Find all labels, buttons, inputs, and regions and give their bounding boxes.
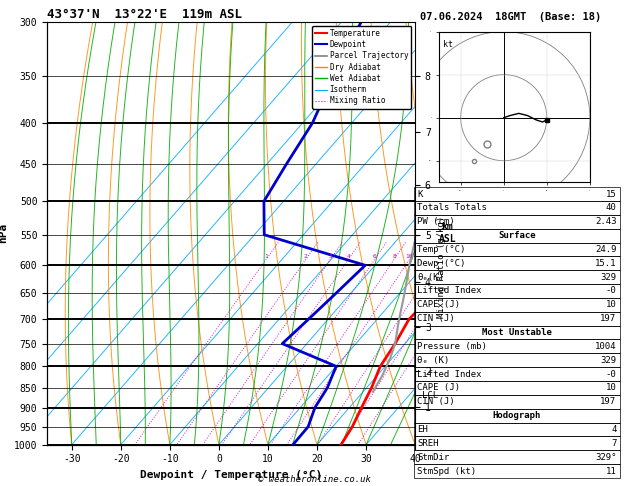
Text: 43°37'N  13°22'E  119m ASL: 43°37'N 13°22'E 119m ASL [47, 8, 242, 21]
Legend: Temperature, Dewpoint, Parcel Trajectory, Dry Adiabat, Wet Adiabat, Isotherm, Mi: Temperature, Dewpoint, Parcel Trajectory… [312, 26, 411, 108]
Text: SREH: SREH [417, 439, 438, 448]
Text: Lifted Index: Lifted Index [417, 286, 482, 295]
Text: 10: 10 [606, 383, 616, 393]
Text: 329: 329 [600, 356, 616, 365]
Text: 8: 8 [392, 254, 396, 260]
Text: 197: 197 [600, 314, 616, 323]
Text: 07.06.2024  18GMT  (Base: 18): 07.06.2024 18GMT (Base: 18) [420, 12, 601, 22]
X-axis label: Dewpoint / Temperature (°C): Dewpoint / Temperature (°C) [140, 470, 322, 480]
Text: 15: 15 [606, 190, 616, 199]
Text: Lifted Index: Lifted Index [417, 369, 482, 379]
Text: Temp (°C): Temp (°C) [417, 245, 465, 254]
Text: CAPE (J): CAPE (J) [417, 300, 460, 310]
Text: 197: 197 [600, 397, 616, 406]
Text: -0: -0 [606, 286, 616, 295]
Text: Totals Totals: Totals Totals [417, 203, 487, 212]
Text: LCL: LCL [422, 391, 438, 400]
Text: 4: 4 [347, 254, 350, 260]
Y-axis label: hPa: hPa [0, 223, 8, 243]
Text: CIN (J): CIN (J) [417, 314, 455, 323]
Text: K: K [417, 190, 423, 199]
Text: Mixing Ratio (g/kg): Mixing Ratio (g/kg) [437, 216, 446, 318]
Text: 15.1: 15.1 [595, 259, 616, 268]
Text: StmSpd (kt): StmSpd (kt) [417, 467, 476, 476]
Text: PW (cm): PW (cm) [417, 217, 455, 226]
Text: -0: -0 [606, 369, 616, 379]
Text: 3: 3 [328, 254, 332, 260]
Text: θₑ (K): θₑ (K) [417, 356, 449, 365]
Text: 329: 329 [600, 273, 616, 282]
Text: 7: 7 [611, 439, 616, 448]
Text: EH: EH [417, 425, 428, 434]
Text: Surface: Surface [498, 231, 535, 240]
Text: Hodograph: Hodograph [493, 411, 541, 420]
Text: Pressure (mb): Pressure (mb) [417, 342, 487, 351]
Text: Dewp (°C): Dewp (°C) [417, 259, 465, 268]
Text: 1: 1 [264, 254, 268, 260]
Text: kt: kt [443, 40, 454, 49]
Text: © weatheronline.co.uk: © weatheronline.co.uk [258, 474, 371, 484]
Text: 10: 10 [406, 254, 413, 260]
Text: 10: 10 [606, 300, 616, 310]
Text: CIN (J): CIN (J) [417, 397, 455, 406]
Text: 329°: 329° [595, 452, 616, 462]
Text: 1004: 1004 [595, 342, 616, 351]
Text: 2: 2 [304, 254, 308, 260]
Y-axis label: km
ASL: km ASL [438, 223, 456, 244]
Text: Most Unstable: Most Unstable [482, 328, 552, 337]
Text: 40: 40 [606, 203, 616, 212]
Text: θₑ(K): θₑ(K) [417, 273, 444, 282]
Text: 11: 11 [606, 467, 616, 476]
Text: CAPE (J): CAPE (J) [417, 383, 460, 393]
Text: 2.43: 2.43 [595, 217, 616, 226]
Text: 6: 6 [373, 254, 377, 260]
Text: StmDir: StmDir [417, 452, 449, 462]
Text: 24.9: 24.9 [595, 245, 616, 254]
Text: 4: 4 [611, 425, 616, 434]
